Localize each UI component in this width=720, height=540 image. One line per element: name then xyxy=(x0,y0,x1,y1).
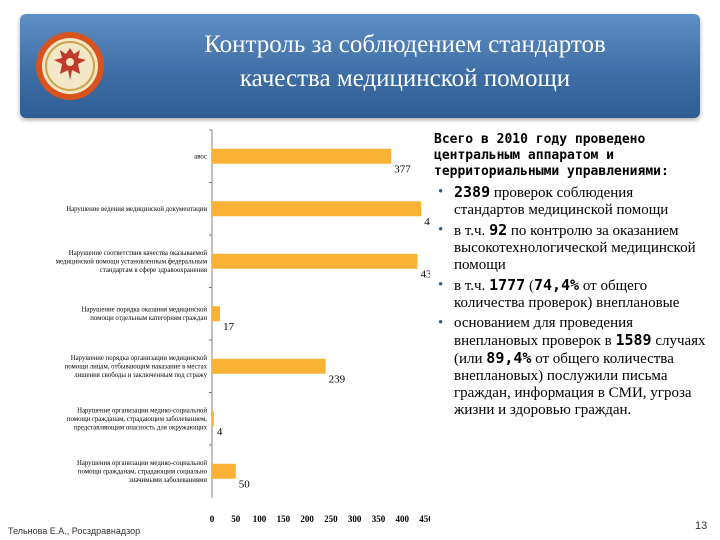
category-label-1: авос xyxy=(194,153,207,160)
x-tick-label-200: 200 xyxy=(300,514,314,524)
summary-item-4: • основанием для проведения внеплановых … xyxy=(434,315,706,419)
summary-list: • 2389 проверок соблюдения стандартов ме… xyxy=(434,184,706,419)
bullet-icon: • xyxy=(438,184,444,200)
x-tick-label-100: 100 xyxy=(253,514,267,524)
bullet-icon: • xyxy=(438,315,444,331)
summary-panel: Всего в 2010 году проведено центральным … xyxy=(434,132,706,422)
data-label-6: 4 xyxy=(217,426,223,438)
bar-4 xyxy=(212,306,221,322)
bar-7 xyxy=(212,463,236,479)
bar-3 xyxy=(212,253,418,269)
summary-item-2-text: по контролю за оказанием высокотехнологи… xyxy=(454,223,696,273)
category-label-2: Нарушение ведения медицинской документац… xyxy=(66,206,207,213)
x-tick-label-350: 350 xyxy=(372,514,386,524)
summary-item-3-text: от общего количества проверок) внепланов… xyxy=(454,278,680,311)
category-label-3: Нарушение соответствия качества оказывае… xyxy=(56,250,208,274)
complaint-cases-value: 1589 xyxy=(615,331,652,349)
bars: 377 440 432 17 239 4 50 xyxy=(212,148,430,490)
x-tick-label-0: 0 xyxy=(210,514,215,524)
x-tick-labels: 0 50 100 150 200 250 300 350 400 450 xyxy=(210,514,430,524)
data-label-5: 239 xyxy=(329,373,346,385)
x-tick-label-250: 250 xyxy=(324,514,338,524)
summary-item-4-prefix: основанием для проведения внеплановых пр… xyxy=(454,315,634,349)
x-tick-label-450: 450 xyxy=(419,514,430,524)
title-banner: Контроль за соблюдением стандартов качес… xyxy=(20,14,700,118)
data-label-3: 432 xyxy=(420,268,430,280)
russian-eagle-emblem-icon xyxy=(36,32,104,100)
unplanned-share-value: 74,4% xyxy=(533,276,580,294)
x-tick-label-150: 150 xyxy=(277,514,291,524)
page-number: 13 xyxy=(695,520,708,532)
summary-item-1-text: проверок соблюдения стандартов медицинск… xyxy=(454,185,669,218)
bullet-icon: • xyxy=(438,277,444,293)
bar-2 xyxy=(212,201,422,217)
x-tick-label-50: 50 xyxy=(231,514,241,524)
summary-item-3: • в т.ч. 1777 (74,4% от общего количеств… xyxy=(434,277,706,312)
total-checks-value: 2389 xyxy=(454,183,491,201)
x-tick-label-300: 300 xyxy=(348,514,362,524)
slide-title: Контроль за соблюдением стандартов качес… xyxy=(150,28,660,96)
summary-item-3-mid: ( xyxy=(525,278,534,294)
summary-item-4-text: от общего количества внеплановых) послуж… xyxy=(454,351,692,418)
category-label-5: Нарушение порядка организации медицинско… xyxy=(65,355,208,379)
summary-item-2-prefix: в т.ч. xyxy=(454,223,490,239)
summary-item-4-mid: случаях (или xyxy=(454,333,706,367)
category-label-4: Нарушение порядка оказания медицинской по… xyxy=(82,307,208,323)
summary-item-1: • 2389 проверок соблюдения стандартов ме… xyxy=(434,184,706,219)
summary-item-3-prefix: в т.ч. xyxy=(454,278,490,294)
data-label-2: 440 xyxy=(424,216,430,228)
title-line-1: Контроль за соблюдением стандартов xyxy=(204,31,606,58)
title-line-2: качества медицинской помощи xyxy=(239,65,571,92)
summary-header: Всего в 2010 году проведено центральным … xyxy=(434,132,669,179)
bar-chart: авос Нарушение ведения медицинской докуме… xyxy=(56,129,430,524)
bullet-icon: • xyxy=(438,222,444,238)
bar-6 xyxy=(212,411,214,427)
bar-5 xyxy=(212,358,326,374)
category-label-6: Нарушение организации медико-социальной п… xyxy=(67,407,208,431)
data-label-4: 17 xyxy=(223,321,235,333)
category-label-7: Нарушения организации медико-социальной п… xyxy=(77,460,208,484)
data-label-1: 377 xyxy=(394,163,411,175)
x-tick-label-400: 400 xyxy=(395,514,409,524)
slide-footer: Тельнова Е.А., Росздравнадзор xyxy=(8,526,141,536)
hitech-checks-value: 92 xyxy=(489,221,508,239)
summary-item-2: • в т.ч. 92 по контролю за оказанием выс… xyxy=(434,222,706,274)
bar-1 xyxy=(212,148,392,164)
unplanned-checks-value: 1777 xyxy=(489,276,526,294)
category-labels: авос Нарушение ведения медицинской докуме… xyxy=(56,129,212,484)
complaint-share-value: 89,4% xyxy=(486,349,532,367)
data-label-7: 50 xyxy=(239,478,251,490)
